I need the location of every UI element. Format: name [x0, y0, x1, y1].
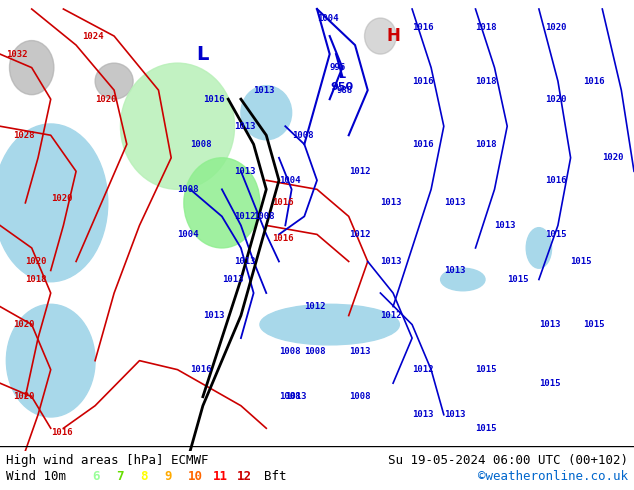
Text: 1016: 1016 [273, 198, 294, 207]
Text: 8: 8 [140, 470, 148, 483]
Text: 1008: 1008 [178, 185, 199, 194]
Text: 1004: 1004 [317, 14, 339, 23]
Text: 1015: 1015 [476, 365, 497, 374]
Text: 1020: 1020 [25, 257, 47, 266]
Text: 1008: 1008 [349, 392, 370, 401]
Ellipse shape [10, 41, 54, 95]
Text: 1008: 1008 [292, 131, 313, 140]
Text: 1008: 1008 [190, 140, 212, 149]
Text: 1020: 1020 [602, 153, 624, 162]
Text: 12: 12 [236, 470, 252, 483]
Text: 1016: 1016 [190, 365, 212, 374]
Text: 1016: 1016 [51, 428, 72, 437]
Text: 1015: 1015 [545, 230, 567, 239]
Text: 1016: 1016 [203, 95, 224, 104]
Text: 1020: 1020 [545, 23, 567, 31]
Text: 1015: 1015 [476, 424, 497, 433]
Ellipse shape [6, 304, 95, 417]
Text: 1028: 1028 [13, 131, 34, 140]
Text: 1008: 1008 [254, 212, 275, 221]
Text: 1012: 1012 [304, 302, 326, 311]
Text: 1004: 1004 [178, 230, 199, 239]
Ellipse shape [184, 158, 260, 248]
Text: 1013: 1013 [495, 221, 516, 230]
Text: Wind 10m: Wind 10m [6, 470, 67, 483]
Text: 1016: 1016 [583, 76, 605, 86]
Text: High wind areas [hPa] ECMWF: High wind areas [hPa] ECMWF [6, 454, 209, 467]
Text: 1013: 1013 [444, 266, 465, 275]
Ellipse shape [0, 124, 108, 282]
Text: 1013: 1013 [380, 257, 402, 266]
Text: 1013: 1013 [235, 122, 256, 131]
Text: 1016: 1016 [412, 76, 434, 86]
Text: 1013: 1013 [539, 320, 560, 329]
Text: 1013: 1013 [380, 198, 402, 207]
Text: 1015: 1015 [539, 379, 560, 388]
Text: 1013: 1013 [444, 198, 465, 207]
Text: 1020: 1020 [95, 95, 117, 104]
Ellipse shape [260, 304, 399, 345]
Ellipse shape [441, 268, 485, 291]
Text: 6: 6 [92, 470, 100, 483]
Text: 1020: 1020 [51, 194, 72, 203]
Text: 1012: 1012 [235, 212, 256, 221]
Ellipse shape [526, 228, 552, 268]
Text: 1008: 1008 [279, 347, 301, 356]
Text: 1013: 1013 [222, 275, 243, 284]
Text: 9: 9 [164, 470, 172, 483]
Text: 1016: 1016 [545, 176, 567, 185]
Text: 1013: 1013 [285, 392, 307, 401]
Text: Bft: Bft [264, 470, 286, 483]
Text: 1008: 1008 [304, 347, 326, 356]
Text: 988: 988 [336, 86, 352, 95]
Text: 1013: 1013 [412, 410, 434, 419]
Text: 1032: 1032 [6, 49, 28, 59]
Text: 1013: 1013 [203, 311, 224, 320]
Text: 1012: 1012 [349, 230, 370, 239]
Text: 1012: 1012 [380, 311, 402, 320]
Text: 1018: 1018 [476, 23, 497, 31]
Text: 1004: 1004 [279, 176, 301, 185]
Text: H: H [386, 27, 400, 45]
Text: 1008: 1008 [279, 392, 301, 401]
Text: ©weatheronline.co.uk: ©weatheronline.co.uk [477, 470, 628, 483]
Text: 1018: 1018 [25, 275, 47, 284]
Text: L
950: L 950 [331, 71, 354, 92]
Text: 1018: 1018 [476, 140, 497, 149]
Text: 1015: 1015 [583, 320, 605, 329]
Ellipse shape [95, 63, 133, 99]
Text: 1024: 1024 [82, 31, 104, 41]
Ellipse shape [241, 86, 292, 140]
Text: 1013: 1013 [254, 86, 275, 95]
Text: 10: 10 [188, 470, 204, 483]
Text: 7: 7 [116, 470, 124, 483]
Text: 1020: 1020 [13, 392, 34, 401]
Text: 1016: 1016 [412, 23, 434, 31]
Text: 1016: 1016 [412, 140, 434, 149]
Ellipse shape [365, 18, 396, 54]
Text: 1016: 1016 [273, 234, 294, 244]
Text: Su 19-05-2024 06:00 UTC (00+102): Su 19-05-2024 06:00 UTC (00+102) [387, 454, 628, 467]
Text: 1012: 1012 [349, 167, 370, 176]
Text: 1015: 1015 [571, 257, 592, 266]
Text: 1013: 1013 [444, 410, 465, 419]
Text: L: L [197, 45, 209, 64]
Text: 1013: 1013 [349, 347, 370, 356]
Text: 1015: 1015 [507, 275, 529, 284]
Text: 1013: 1013 [235, 167, 256, 176]
Text: 1012: 1012 [412, 365, 434, 374]
Text: 996: 996 [330, 63, 346, 72]
Text: 11: 11 [212, 470, 228, 483]
Text: 1020: 1020 [545, 95, 567, 104]
Text: 1018: 1018 [476, 76, 497, 86]
Text: 1013: 1013 [235, 257, 256, 266]
Text: 1020: 1020 [13, 320, 34, 329]
Ellipse shape [120, 63, 235, 189]
